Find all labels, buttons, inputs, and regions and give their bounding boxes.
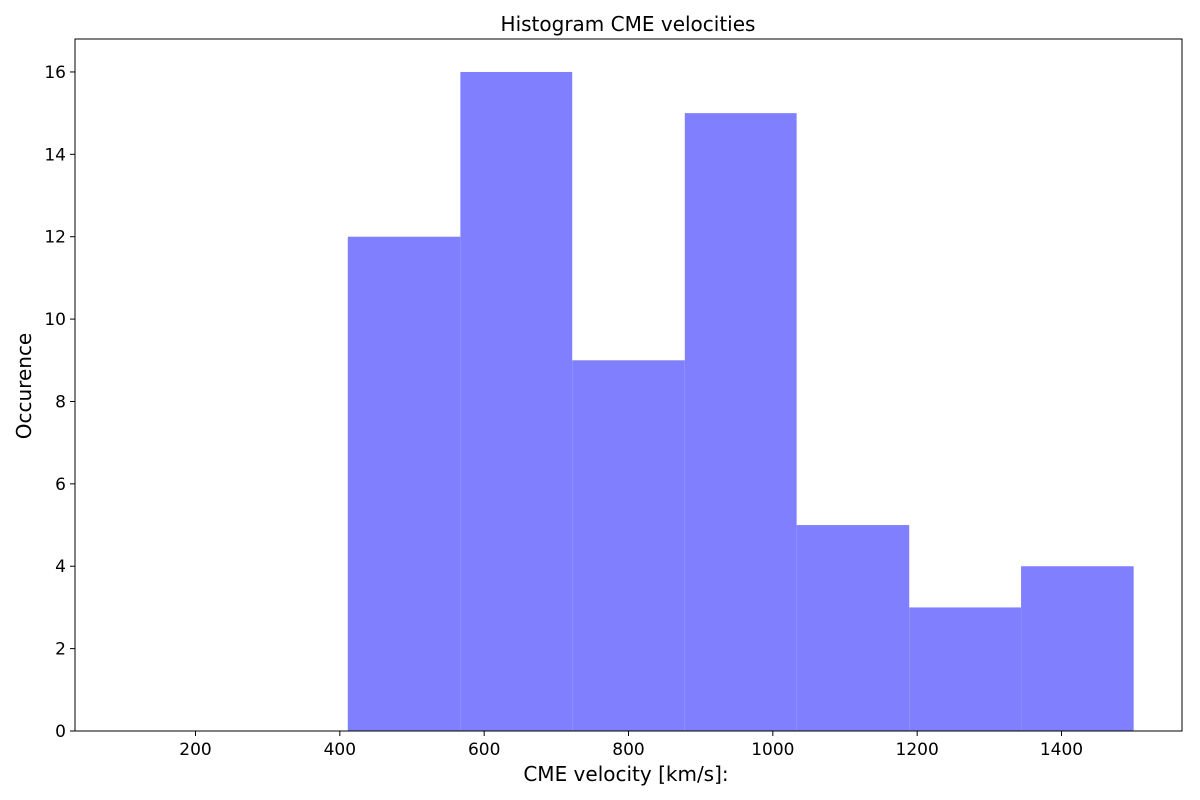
chart-title: Histogram CME velocities [501, 12, 756, 36]
histogram-bar-3 [572, 360, 685, 731]
x-axis-label: CME velocity [km/s]: [523, 762, 728, 786]
histogram-bar-6 [909, 607, 1022, 731]
x-tick-label: 200 [179, 740, 211, 760]
x-axis-ticks: 200 400 600 800 1000 1200 1400 [179, 731, 1083, 760]
histogram-bar-5 [796, 525, 910, 731]
x-tick-label: 1000 [751, 740, 794, 760]
y-tick-label: 16 [44, 63, 66, 83]
bars-group [347, 71, 1134, 731]
y-tick-label: 14 [44, 145, 66, 165]
y-tick-label: 4 [55, 557, 66, 577]
x-tick-label: 400 [324, 740, 356, 760]
histogram-bar-1 [347, 236, 461, 731]
x-tick-label: 600 [468, 740, 500, 760]
x-tick-label: 1400 [1040, 740, 1083, 760]
y-tick-label: 6 [55, 475, 66, 495]
y-tick-label: 2 [55, 640, 66, 660]
histogram-bar-7 [1021, 566, 1134, 731]
y-axis-label: Occurence [12, 333, 36, 439]
y-tick-label: 12 [44, 228, 66, 248]
histogram-bar-2 [460, 71, 573, 731]
y-axis-ticks: 0 2 4 6 8 10 12 14 16 [44, 63, 75, 742]
y-tick-label: 0 [55, 722, 66, 742]
x-tick-label: 1200 [896, 740, 939, 760]
y-tick-label: 8 [55, 392, 66, 412]
y-tick-label: 10 [44, 310, 66, 330]
x-tick-label: 800 [612, 740, 644, 760]
histogram-bar-4 [684, 113, 797, 731]
